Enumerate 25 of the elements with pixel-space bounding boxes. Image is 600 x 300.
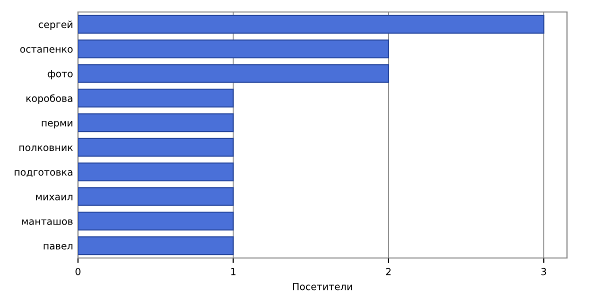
x-axis-title: Посетители <box>293 282 352 290</box>
y-tick-label: павел <box>44 244 72 250</box>
bar <box>78 64 390 83</box>
bar <box>78 212 234 231</box>
y-tick-label: коробова <box>26 94 72 104</box>
bar <box>78 236 234 256</box>
y-tick-label: фото <box>48 70 73 80</box>
y-tick-label: манташов <box>22 219 73 225</box>
bar <box>78 187 234 206</box>
bar <box>78 14 544 34</box>
y-tick-label: михаил <box>36 194 72 200</box>
bar <box>78 138 234 157</box>
bar <box>78 113 234 132</box>
y-tick-label: перми <box>42 120 72 128</box>
bar <box>78 162 234 182</box>
y-tick-label: подготовка <box>14 170 72 177</box>
bar <box>78 88 234 108</box>
x-tick-label: 3 <box>541 268 546 276</box>
x-tick-label: 1 <box>231 268 236 276</box>
y-tick-label: полковник <box>19 146 73 152</box>
bar <box>78 39 390 58</box>
x-tick-label: 2 <box>386 268 391 276</box>
y-tick-label: остапенко <box>20 47 73 53</box>
y-tick-label: сергей <box>38 20 72 30</box>
x-tick-label: 0 <box>76 268 80 276</box>
